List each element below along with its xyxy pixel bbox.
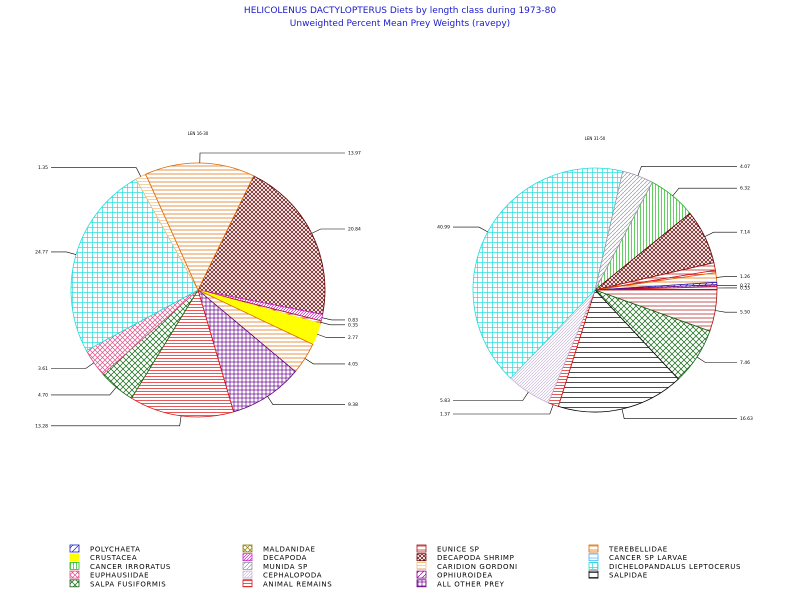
slice-value-label: 4.07: [740, 164, 750, 170]
pie-slice-dichelopandalus-leptocerus: [70, 178, 199, 352]
pie-slice-terebellidae: [145, 162, 255, 291]
legend-label-polychaeta: POLYCHAETA: [90, 546, 140, 554]
leader-line: [51, 362, 95, 369]
leader-line: [453, 404, 554, 415]
legend-swatch-maldanidae: [242, 544, 253, 553]
slice-value-label: 0.83: [348, 317, 358, 323]
pie-slice-salpidae: [557, 289, 679, 413]
slice-value-label: 1.37: [440, 412, 450, 418]
slice-value-label: 4.70: [38, 392, 48, 398]
slice-value-label: 24.77: [35, 249, 48, 255]
leader-line: [51, 415, 182, 427]
legend-swatch-cephalopoda: [242, 570, 253, 579]
legend-swatch-cancer-irroratus: [69, 562, 80, 570]
leader-line: [637, 166, 737, 176]
legend-label-decapoda: DECAPODA: [263, 554, 307, 562]
slice-value-label: 0.33: [740, 285, 750, 291]
legend-swatch-dichelopandalus-leptocerus: [588, 562, 599, 570]
pie-chart-left: LEN 16-30 20.84 0.830.35 2.77 4.05 9.38 13.28 4…: [35, 131, 361, 429]
pie-chart-right: LEN 31-50 6.32 7.14 1.26 0.270.33 5.50 7.46 16.…: [437, 136, 753, 422]
chart-title: HELICOLENUS DACTYLOPTERUS Diets by lengt…: [244, 6, 556, 16]
legend-swatch-decapoda-shrimp: [416, 553, 427, 562]
slice-value-label: 5.50: [740, 310, 750, 316]
leader-line: [316, 333, 345, 338]
legend-label-all-other-prey: ALL OTHER PREY: [437, 580, 505, 588]
legend-swatch-cancer-sp-larvae: [588, 553, 599, 562]
pie-header: LEN 16-30: [188, 131, 209, 136]
pie-header: LEN 31-50: [585, 136, 606, 141]
slice-value-label: 16.63: [740, 416, 753, 422]
leader-line: [453, 392, 529, 401]
legend-swatch-salpa-fusiformis: [69, 579, 80, 588]
legend-swatch-decapoda: [242, 553, 253, 562]
legend-label-animal-remains: ANIMAL REMAINS: [263, 580, 332, 588]
leader-line: [672, 187, 737, 197]
slice-value-label: 20.84: [348, 227, 361, 233]
leader-line: [311, 228, 345, 234]
legend-label-eunice-sp: EUNICE SP: [437, 546, 479, 554]
pie-slice-dichelopandalus-leptocerus: [472, 167, 624, 379]
leader-line: [321, 317, 345, 321]
legend-swatch-euphausiidae: [69, 570, 80, 579]
legend-label-caridion-gordoni: CARIDION GORDONI: [437, 563, 518, 571]
legend-swatch-eunice-sp: [416, 544, 427, 553]
slice-value-label: 9.38: [348, 402, 358, 408]
leader-line: [453, 226, 488, 233]
slice-value-label: 2.77: [348, 335, 358, 341]
leader-line: [715, 310, 737, 313]
chart-subtitle: Unweighted Percent Mean Prey Weights (ra…: [290, 19, 510, 29]
legend-swatch-ophiuroidea: [416, 570, 427, 579]
leader-line: [696, 356, 737, 363]
leader-line: [716, 276, 737, 278]
leader-line: [304, 358, 345, 365]
legend-swatch-munida-sp: [242, 562, 253, 570]
legend-label-dichelopandalus-leptocerus: DICHELOPANDALUS LEPTOCERUS: [609, 563, 741, 571]
legend-swatch-salpidae: [588, 570, 599, 579]
legend-label-cephalopoda: CEPHALOPODA: [263, 572, 322, 580]
slice-value-label: 5.83: [440, 398, 450, 404]
legend-swatch-polychaeta: [69, 544, 80, 553]
legend-label-munida-sp: MUNIDA SP: [263, 563, 308, 571]
legend-swatch-crustacea: [69, 553, 80, 562]
slice-value-label: 4.05: [348, 361, 358, 367]
slice-value-label: 6.32: [740, 186, 750, 192]
leader-line: [51, 251, 77, 255]
leader-line: [621, 408, 737, 420]
leader-line: [199, 152, 345, 164]
legend-label-crustacea: CRUSTACEA: [90, 554, 137, 562]
legend-label-maldanidae: MALDANIDAE: [263, 546, 316, 554]
legend-swatch-all-other-prey: [416, 579, 427, 588]
leader-line: [267, 396, 345, 406]
slice-value-label: 40.99: [437, 225, 450, 231]
pie-slice-animal-remains: [130, 289, 235, 418]
legend-label-cancer-irroratus: CANCER IRRORATUS: [90, 563, 171, 571]
legend-label-cancer-sp-larvae: CANCER SP LARVAE: [609, 554, 688, 562]
legend-label-euphausiidae: EUPHAUSIIDAE: [90, 572, 149, 580]
legend-label-ophiuroidea: OPHIUROIDEA: [437, 572, 493, 580]
slice-value-label: 0.27: [740, 283, 750, 289]
legend-swatch-terebellidae: [588, 544, 599, 553]
slice-value-label: 3.61: [38, 366, 48, 372]
leader-line: [704, 231, 737, 237]
slice-value-label: 13.97: [348, 151, 361, 157]
legend-label-terebellidae: TEREBELLIDAE: [608, 546, 668, 554]
legend-swatch-caridion-gordoni: [416, 562, 427, 570]
slice-value-label: 0.35: [348, 322, 358, 328]
slice-value-label: 13.28: [35, 423, 48, 429]
leader-line: [51, 167, 142, 177]
leader-line: [320, 322, 345, 326]
legend-label-salpa-fusiformis: SALPA FUSIFORMIS: [90, 580, 166, 588]
legend-label-salpidae: SALPIDAE: [609, 572, 648, 580]
legend: POLYCHAETA MALDANIDAE EUNICE SP TEREBELLIDA…: [69, 544, 741, 588]
pie-slice-decapoda-shrimp: [197, 175, 326, 315]
legend-swatch-animal-remains: [242, 579, 253, 588]
leader-line: [51, 387, 117, 396]
slice-value-label: 1.26: [740, 274, 750, 280]
slice-value-label: 7.14: [740, 230, 750, 236]
slice-value-label: 1.35: [38, 165, 48, 171]
slice-value-label: 7.46: [740, 360, 750, 366]
legend-label-decapoda-shrimp: DECAPODA SHRIMP: [437, 554, 514, 562]
